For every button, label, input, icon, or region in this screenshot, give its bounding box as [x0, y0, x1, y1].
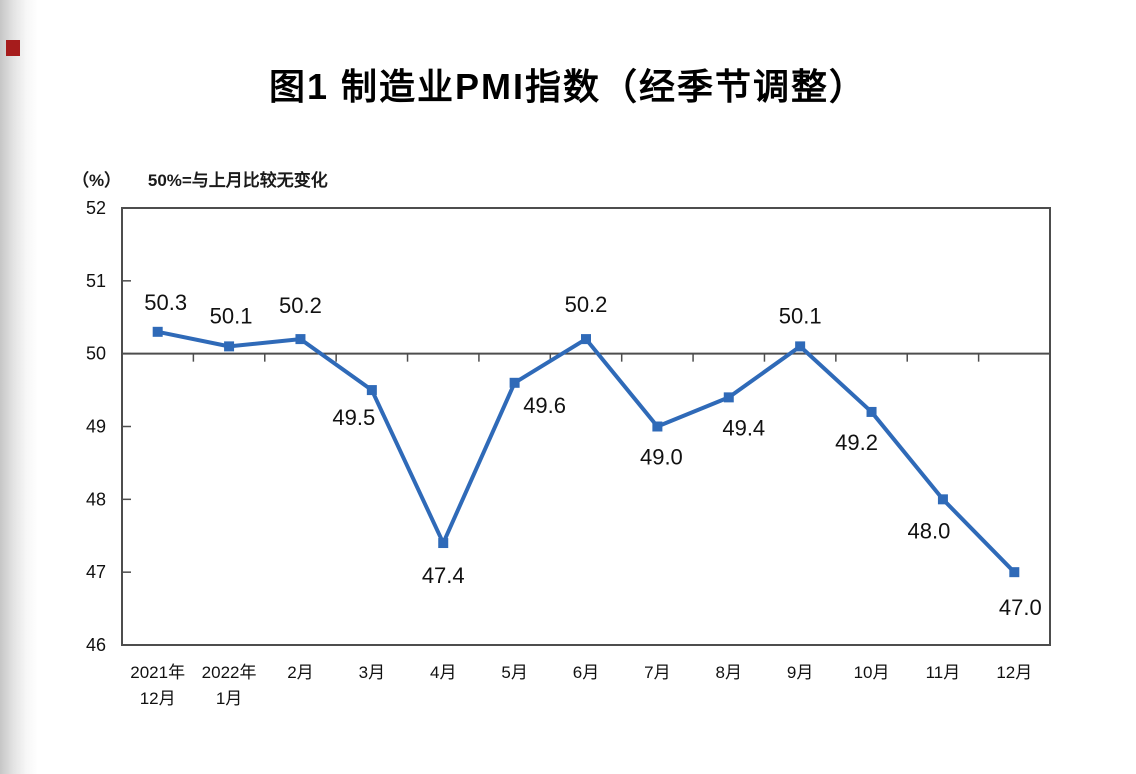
data-point-marker: [581, 334, 591, 345]
pmi-line-series: [157, 329, 1016, 574]
x-tick-label: 3月: [359, 663, 385, 682]
data-point-marker: [509, 377, 520, 388]
y-tick-label: 50: [86, 344, 106, 364]
data-point-label: 50.3: [144, 290, 187, 315]
chart-title: 图1 制造业PMI指数（经季节调整）: [268, 66, 868, 107]
data-point-marker: [795, 341, 806, 352]
data-point-label: 49.0: [640, 445, 683, 470]
data-point-marker: [295, 334, 306, 345]
data-point-marker: [866, 406, 877, 417]
x-tick-label: 12月: [140, 689, 176, 708]
x-tick-label: 11月: [926, 663, 961, 682]
data-point-label: 49.2: [835, 430, 878, 455]
data-point-label: 47.4: [422, 563, 465, 588]
data-point-marker: [652, 421, 663, 432]
data-point-label: 50.2: [565, 292, 608, 317]
page-edge-shadow: [0, 0, 38, 774]
data-point-label: 50.1: [779, 303, 822, 328]
y-tick-label: 51: [86, 271, 106, 291]
y-tick-label: 46: [86, 635, 106, 655]
chart-subtitle: （%） 50%=与上月比较无变化: [72, 166, 328, 191]
x-tick-label: 2022年: [202, 663, 257, 682]
x-tick-label: 8月: [716, 663, 742, 682]
x-tick-label: 1月: [216, 689, 242, 708]
x-tick-label: 4月: [430, 663, 456, 682]
data-point-label: 49.6: [523, 393, 566, 418]
x-tick-label: 2021年: [130, 663, 185, 682]
x-tick-label: 5月: [501, 663, 527, 682]
plot-border: [121, 207, 1051, 646]
data-point-marker: [152, 326, 163, 337]
data-point-marker: [366, 385, 377, 396]
data-point-label: 49.5: [332, 405, 375, 430]
data-point-label: 50.1: [210, 303, 253, 328]
red-square-icon: [6, 40, 20, 56]
y-tick-label: 47: [86, 562, 106, 582]
x-tick-label: 7月: [644, 663, 670, 682]
data-point-marker: [1009, 567, 1020, 578]
data-point-label: 48.0: [908, 518, 951, 543]
data-point-marker: [937, 494, 948, 505]
y-axis-unit-label: （%）: [72, 171, 122, 190]
data-point-marker: [723, 392, 734, 403]
y-tick-label: 52: [86, 198, 106, 218]
data-point-label: 49.4: [722, 415, 765, 440]
y-tick-label: 49: [86, 417, 106, 437]
x-tick-label: 12月: [996, 663, 1032, 682]
y-tick-label: 48: [86, 489, 106, 509]
data-point-marker: [224, 341, 235, 352]
data-point-label: 47.0: [999, 595, 1042, 620]
x-tick-label: 10月: [854, 663, 890, 682]
data-point-label: 50.2: [279, 293, 322, 318]
data-point-marker: [438, 538, 449, 549]
x-tick-label: 9月: [787, 663, 813, 682]
x-tick-label: 2月: [287, 663, 313, 682]
reference-note: 50%=与上月比较无变化: [147, 171, 328, 190]
x-tick-label: 6月: [573, 663, 599, 682]
